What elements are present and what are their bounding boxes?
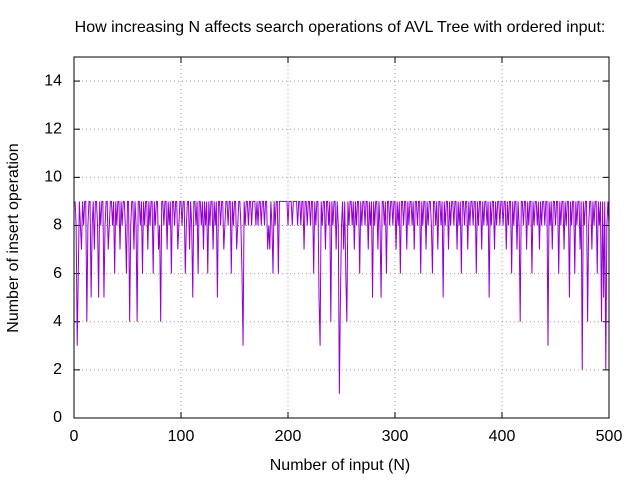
y-tick-label: 4: [53, 313, 62, 330]
x-tick-label: 100: [168, 428, 195, 445]
y-tick-label: 6: [53, 265, 62, 282]
y-tick-label: 12: [44, 120, 62, 137]
data-line: [74, 200, 610, 394]
y-tick-label: 2: [53, 361, 62, 378]
y-tick-label: 14: [44, 72, 62, 89]
x-tick-label: 0: [70, 428, 79, 445]
y-axis-label: Number of insert operation: [5, 143, 22, 332]
chart-title: How increasing N affects search operatio…: [75, 19, 606, 36]
x-tick-label: 500: [596, 428, 623, 445]
y-tick-label: 0: [53, 409, 62, 426]
y-tick-label: 8: [53, 217, 62, 234]
x-tick-label: 400: [489, 428, 516, 445]
x-tick-label: 300: [382, 428, 409, 445]
plot-border: [73, 56, 610, 419]
x-tick-label: 200: [275, 428, 302, 445]
x-axis-label: Number of input (N): [270, 457, 411, 474]
y-tick-label: 10: [44, 169, 62, 186]
